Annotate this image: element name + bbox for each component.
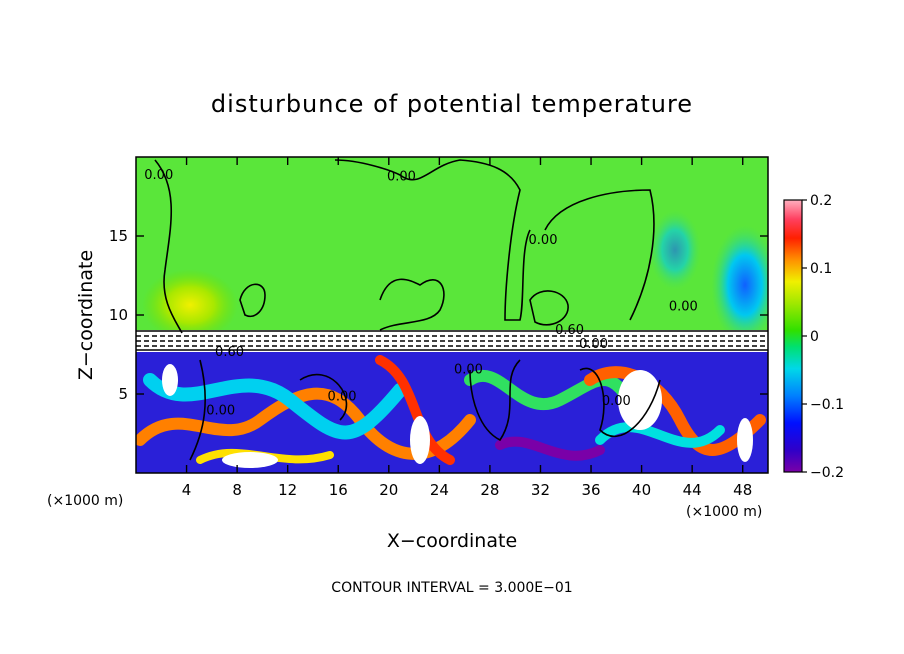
contour-lines: [136, 159, 768, 461]
eddy: [136, 387, 476, 460]
colorbar-tick-label: −0.2: [810, 465, 844, 481]
y-tick-label: 15: [109, 227, 128, 245]
x-tick-label: 44: [683, 481, 702, 499]
x-tick-label: 8: [232, 481, 242, 499]
cool-anomaly-2: [649, 210, 701, 290]
x-unit-right: (×1000 m): [686, 504, 762, 520]
x-tick-label: 36: [581, 481, 600, 499]
contour-label: 0.60: [215, 345, 244, 360]
colorbar: 0.2 0.1 0 −0.1 −0.2: [783, 193, 844, 481]
contour-interval-footer: CONTOUR INTERVAL = 3.000E−01: [331, 580, 572, 596]
dashed-contours: [136, 335, 768, 347]
eddy: [143, 373, 407, 440]
x-tick-label: 12: [278, 481, 297, 499]
eddy: [375, 355, 455, 465]
colorbar-bar: [783, 199, 803, 473]
x-tick-label: 48: [733, 481, 752, 499]
colorbar-tick-label: 0.1: [810, 261, 832, 277]
contour-label: 0.00: [328, 389, 357, 404]
eddy: [495, 436, 605, 461]
contour-label: 0.60: [555, 323, 584, 338]
colorbar-tick-label: 0.2: [810, 193, 832, 209]
cool-anomaly: [711, 225, 768, 345]
warm-core: [162, 364, 178, 396]
y-tick-label: 10: [109, 306, 128, 324]
zero-contour: [154, 159, 183, 334]
contour-label: 0.00: [206, 404, 235, 419]
contour-label: 0.00: [144, 168, 173, 183]
x-tick-label: 28: [480, 481, 499, 499]
eddy: [595, 422, 725, 448]
contour-label: 0.00: [602, 394, 631, 409]
zero-contour: [379, 278, 445, 331]
warm-core: [737, 418, 753, 462]
x-tick-label: 20: [379, 481, 398, 499]
colorbar-tick-label: −0.1: [810, 397, 844, 413]
warm-core: [222, 452, 278, 468]
eddy: [464, 369, 646, 426]
eddy: [584, 366, 766, 456]
zero-contour: [299, 373, 348, 421]
zero-contour: [189, 359, 206, 461]
x-unit-left: (×1000 m): [47, 493, 123, 509]
contour-labels: 0.00 0.000.000.000.600.000.600.000.000.00…: [144, 168, 698, 418]
zero-contour: [579, 367, 661, 437]
x-tick-label: 32: [531, 481, 550, 499]
x-tick-label: 40: [632, 481, 651, 499]
lower-field-cores: [162, 364, 753, 468]
zero-contour: [239, 283, 266, 317]
contour-label: 0.00: [669, 299, 698, 314]
colorbar-ticks: 0.2 0.1 0 −0.1 −0.2: [802, 193, 844, 481]
x-axis-label: X−coordinate: [387, 530, 517, 552]
zero-contour: [469, 359, 521, 442]
lower-field-eddies: [136, 355, 766, 465]
zero-contour: [529, 290, 569, 326]
warm-anomaly: [142, 269, 238, 341]
plot-area: [136, 157, 768, 473]
contour-label: 0.00: [579, 337, 608, 352]
contour-label: 0.00: [454, 362, 483, 377]
contour-label: 0.00: [387, 170, 416, 185]
colorbar-tick-label: 0: [810, 329, 819, 345]
y-axis-label: Z−coordinate: [75, 250, 97, 380]
zero-contour: [334, 159, 531, 321]
chart-title: disturbunce of potential temperature: [211, 90, 693, 118]
plot-frame: [135, 156, 769, 474]
x-tick-label: 4: [182, 481, 192, 499]
x-tick-label: 24: [430, 481, 449, 499]
contour-label: 0.00: [529, 233, 558, 248]
warm-core: [618, 370, 662, 430]
y-tick-label: 5: [118, 385, 128, 403]
zero-contour: [544, 189, 655, 321]
warm-core: [410, 416, 430, 464]
x-tick-label: 16: [329, 481, 348, 499]
